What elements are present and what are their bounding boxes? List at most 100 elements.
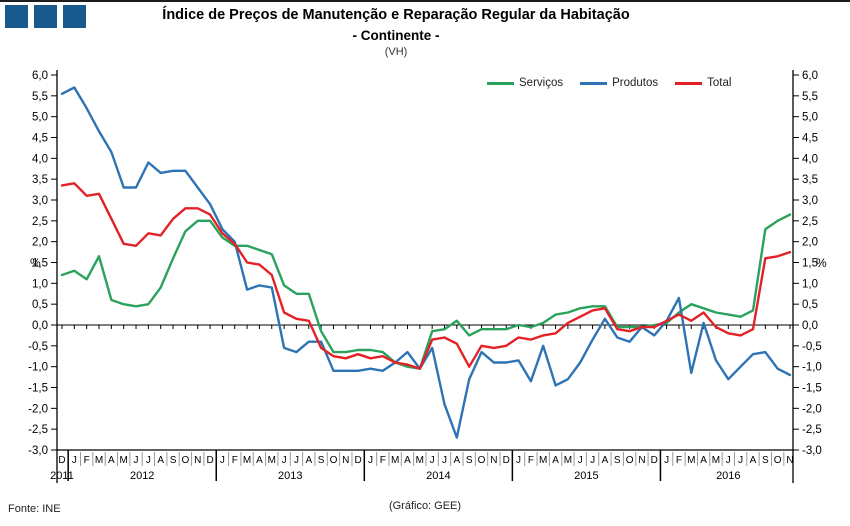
y-tick-label-left: -2,5 (28, 424, 48, 436)
y-tick-label-left: 3,0 (32, 195, 48, 207)
x-month-label: J (738, 455, 743, 466)
series-line-total (60, 182, 792, 370)
x-month-label: J (578, 455, 583, 466)
x-month-label: J (72, 455, 77, 466)
logo-square (63, 5, 86, 28)
x-month-label: M (687, 455, 695, 466)
x-month-label: M (120, 455, 128, 466)
page-title: Índice de Preços de Manutenção e Reparaç… (162, 7, 630, 23)
x-month-label: J (134, 455, 139, 466)
credit-note: (Gráfico: GEE) (388, 500, 462, 512)
page-subtitle-unit: (VH) (384, 46, 408, 58)
y-tick-label-left: 2,5 (32, 216, 48, 228)
x-month-label: A (552, 455, 559, 466)
x-month-label: A (256, 455, 263, 466)
y-tick-label-left: 5,0 (32, 112, 48, 124)
y-tick-label-left: -3,0 (28, 445, 48, 457)
legend-swatch-produtos (580, 81, 608, 85)
x-month-label: D (58, 455, 65, 466)
x-month-label: F (84, 455, 90, 466)
y-axis-ticks: -3,0 -3,0 -2,5 -2,5 -2,0 -2,0 -1,5 -1,5 -1,0 -1,0… (28, 70, 822, 457)
y-tick-label-left: 2,0 (32, 237, 48, 249)
x-month-label: A (108, 455, 115, 466)
x-month-label: O (181, 455, 189, 466)
x-year-label: 2011 (50, 470, 74, 482)
legend-item-total: Total (675, 77, 731, 89)
series-lines (60, 86, 792, 439)
y-tick-label-right: -1,5 (802, 382, 822, 394)
y-tick-label-left: 5,5 (32, 91, 48, 103)
y-tick-label-left: 0,5 (32, 299, 48, 311)
x-month-label: J (368, 455, 373, 466)
x-year-label: 2014 (426, 470, 450, 482)
x-month-label: J (442, 455, 447, 466)
y-tick-label-right: -2,0 (802, 403, 822, 415)
y-tick-label-right: 0,5 (802, 299, 818, 311)
x-month-label: S (170, 455, 177, 466)
x-month-label: M (95, 455, 103, 466)
x-month-label: D (503, 455, 510, 466)
x-month-label: A (602, 455, 609, 466)
x-month-label: J (430, 455, 435, 466)
x-month-label: A (404, 455, 411, 466)
logo-square (34, 5, 57, 28)
x-month-label: J (664, 455, 669, 466)
y-tick-label-right: 2,5 (802, 216, 818, 228)
y-tick-label-left: 0,0 (32, 320, 48, 332)
x-month-label: N (490, 455, 497, 466)
x-month-label: A (305, 455, 312, 466)
source-note: Fonte: INE (8, 503, 61, 515)
x-month-label: M (391, 455, 399, 466)
y-tick-label-right: 5,5 (802, 91, 818, 103)
x-month-label: D (355, 455, 362, 466)
y-axis-unit-right: % (816, 256, 827, 270)
x-month-label: S (614, 455, 621, 466)
series-line-produtos (60, 86, 792, 439)
legend: Serviços Produtos Total (487, 77, 731, 89)
y-axis-unit-left: % (30, 256, 41, 270)
y-tick-label-left: 4,0 (32, 153, 48, 165)
legend-label-servicos: Serviços (519, 77, 564, 89)
y-tick-label-right: 1,5 (802, 258, 818, 270)
logo-squares (5, 5, 86, 28)
x-month-label: M (268, 455, 276, 466)
y-tick-label-left: 3,5 (32, 174, 48, 186)
y-tick-label-left: 4,5 (32, 133, 48, 145)
legend-item-servicos: Serviços (487, 77, 563, 89)
logo-square (5, 5, 28, 28)
legend-swatch-total (675, 81, 703, 85)
x-month-label: J (282, 455, 287, 466)
legend-label-produtos: Produtos (612, 77, 659, 89)
y-tick-label-right: 6,0 (802, 70, 818, 82)
x-month-label: A (700, 455, 707, 466)
x-year-label: 2015 (574, 470, 598, 482)
x-month-label: F (232, 455, 238, 466)
x-month-label: J (516, 455, 521, 466)
x-year-label: 2013 (278, 470, 302, 482)
x-month-label: M (712, 455, 720, 466)
x-month-label: M (243, 455, 251, 466)
y-tick-label-right: -3,0 (802, 445, 822, 457)
y-tick-label-right: -2,5 (802, 424, 822, 436)
y-tick-label-left: 1,5 (32, 258, 48, 270)
x-month-label: F (676, 455, 682, 466)
x-month-label: J (220, 455, 225, 466)
x-month-label: M (539, 455, 547, 466)
x-month-label: F (380, 455, 386, 466)
y-tick-label-left: -0,5 (28, 341, 48, 353)
y-tick-label-right: 4,5 (802, 133, 818, 145)
y-tick-label-right: 2,0 (802, 237, 818, 249)
y-tick-label-right: 5,0 (802, 112, 818, 124)
x-month-label: A (157, 455, 164, 466)
x-month-label: O (774, 455, 782, 466)
x-axis-years: 2011 2012 2013 2014 2015 2016 (50, 450, 741, 482)
legend-label-total: Total (707, 77, 732, 89)
y-tick-label-right: -1,0 (802, 362, 822, 374)
x-month-label: N (342, 455, 349, 466)
x-month-label: D (651, 455, 658, 466)
top-border-line (0, 0, 850, 2)
x-month-label: O (478, 455, 486, 466)
title-block: Índice de Preços de Manutenção e Reparaç… (0, 5, 792, 60)
